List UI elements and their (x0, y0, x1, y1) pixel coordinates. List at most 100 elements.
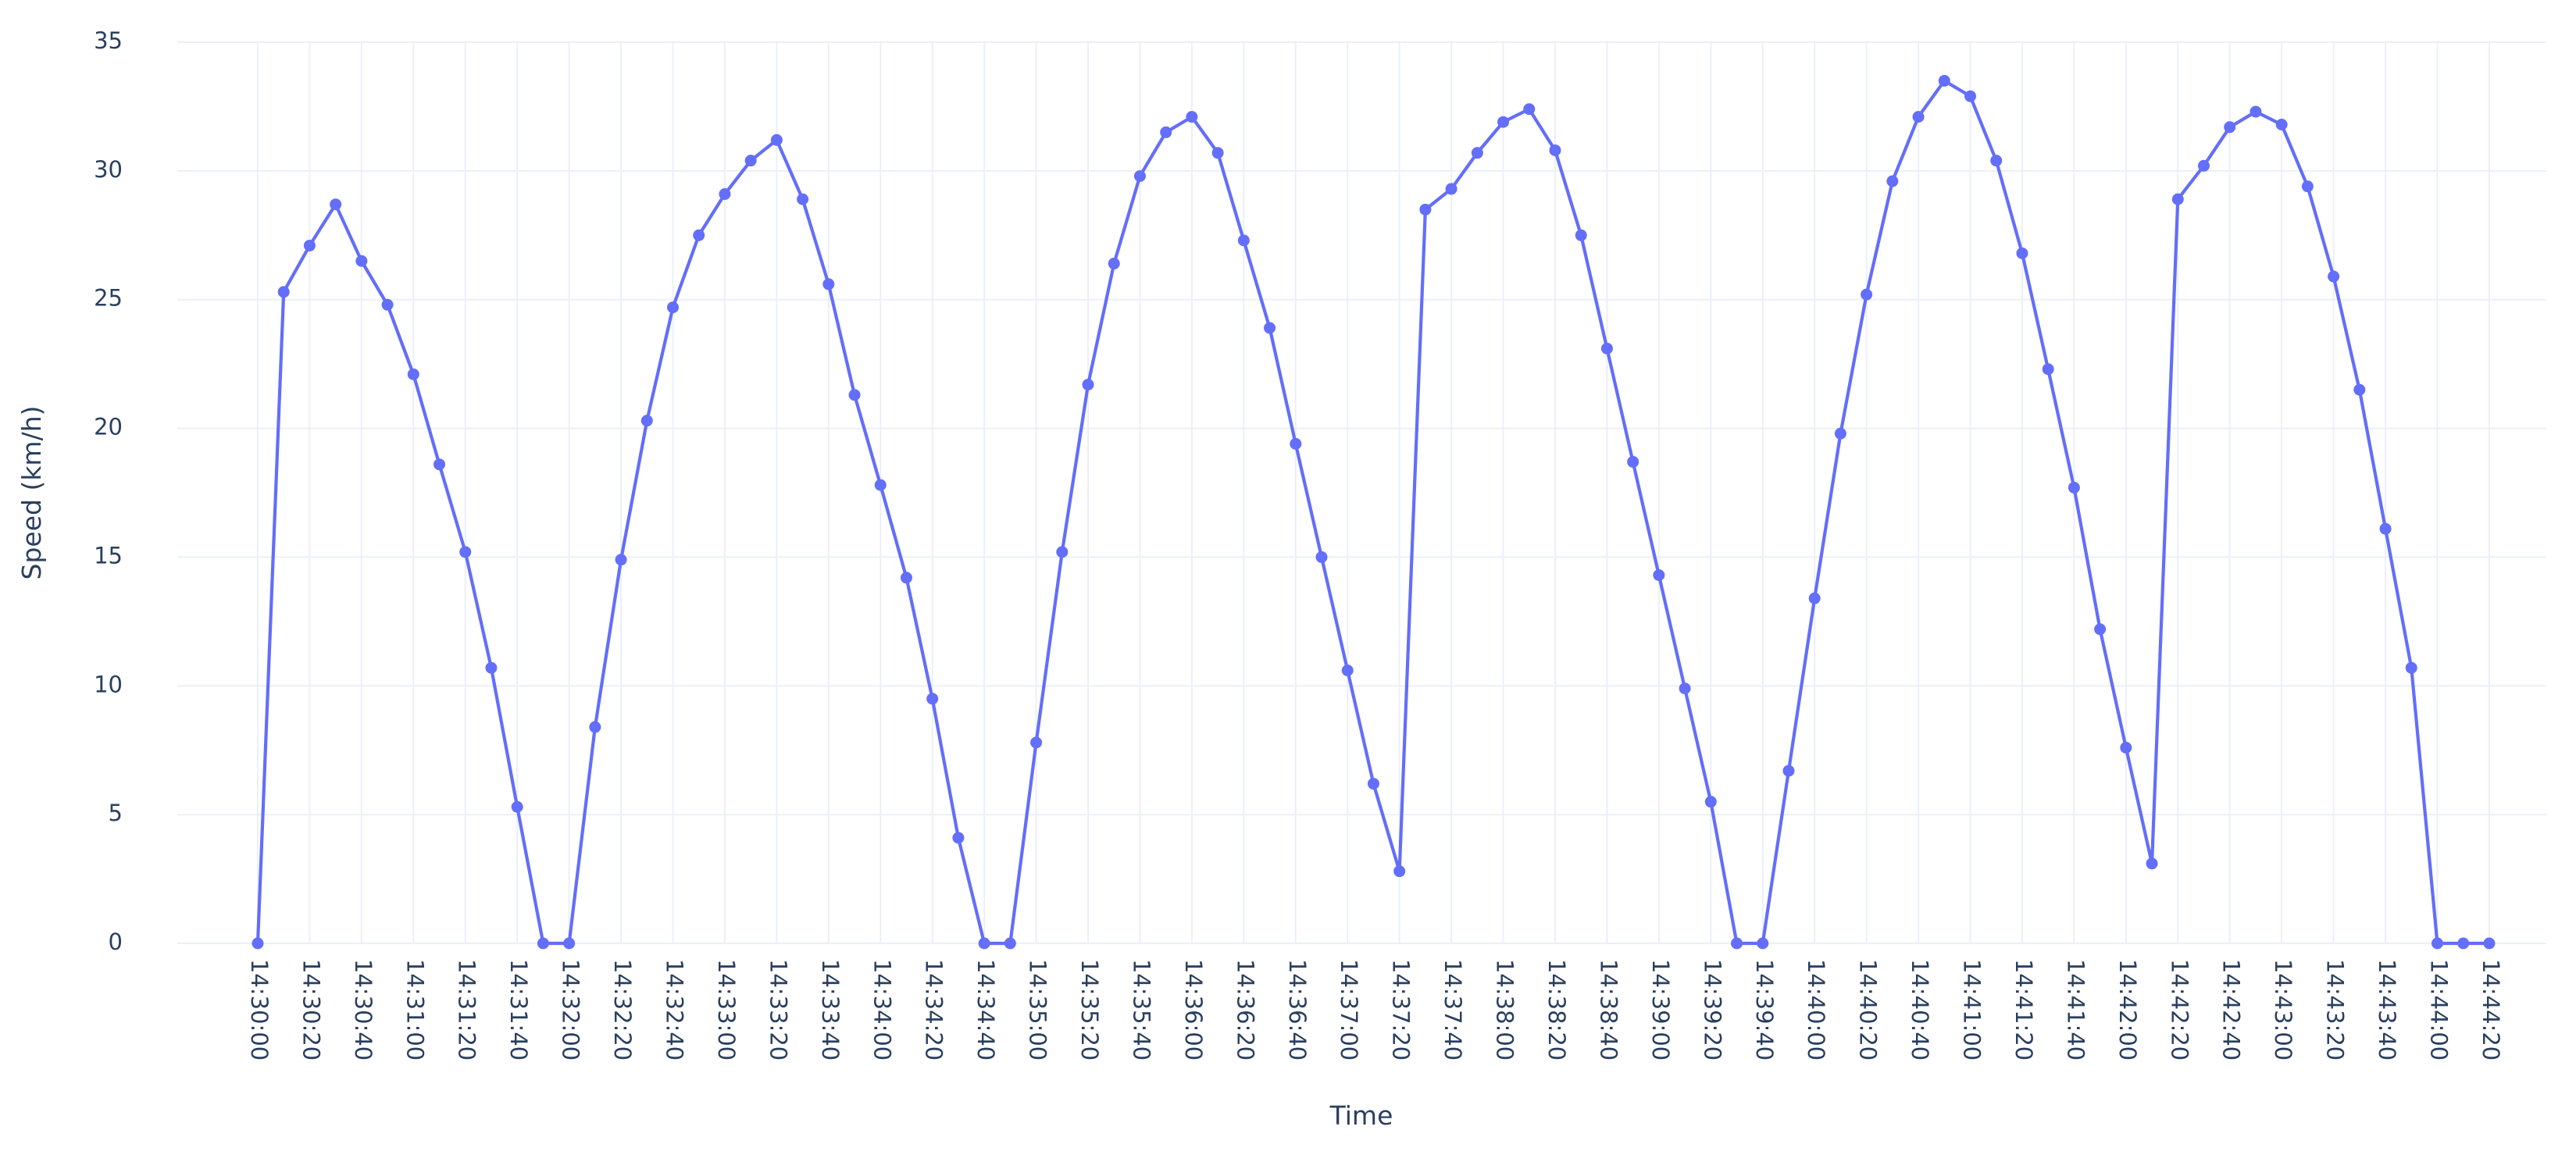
data-point (303, 239, 316, 251)
data-point (744, 155, 757, 167)
data-point (1471, 147, 1483, 159)
data-point (2483, 937, 2496, 950)
x-tick-label: 14:40:20 (1855, 959, 1882, 1060)
x-tick-label: 14:41:20 (2010, 959, 2037, 1060)
data-point (2197, 159, 2210, 172)
data-point (1600, 342, 1613, 355)
data-point (1367, 778, 1379, 790)
x-tick-label: 14:36:40 (1284, 959, 1311, 1060)
data-point (2379, 522, 2392, 535)
data-point (1912, 111, 1925, 123)
data-point (511, 800, 523, 813)
data-point (1186, 111, 1198, 123)
data-point (1341, 665, 1354, 677)
data-point (1004, 937, 1016, 950)
x-tick-label: 14:43:00 (2270, 959, 2296, 1060)
data-point (667, 301, 680, 314)
x-tick-label: 14:35:20 (1076, 959, 1103, 1060)
data-point (822, 278, 835, 290)
y-tick-label: 10 (94, 671, 123, 697)
data-point (1030, 736, 1043, 749)
x-tick-label: 14:35:00 (1025, 959, 1051, 1060)
y-tick-label: 30 (94, 156, 123, 183)
data-point (252, 937, 264, 950)
data-point (330, 198, 342, 211)
y-axis-title: Speed (km/h) (16, 406, 47, 580)
x-tick-label: 14:31:00 (401, 959, 428, 1060)
data-point (1679, 683, 1691, 695)
x-tick-label: 14:42:00 (2114, 959, 2141, 1060)
x-tick-label: 14:38:40 (1595, 959, 1622, 1060)
data-point (2068, 481, 2080, 494)
data-point (1056, 546, 1069, 558)
data-point (381, 298, 394, 311)
data-point (2146, 857, 2158, 870)
data-point (1082, 379, 1094, 391)
data-point (485, 661, 498, 674)
data-point (926, 693, 939, 705)
data-point (1653, 569, 1665, 582)
x-tick-label: 14:34:20 (921, 959, 947, 1060)
data-point (407, 368, 419, 380)
x-tick-label: 14:37:00 (1336, 959, 1362, 1060)
data-point (1990, 155, 2003, 167)
data-point (1160, 126, 1172, 138)
grid (177, 41, 2546, 944)
data-point (1808, 592, 1821, 604)
x-tick-label: 14:33:40 (817, 959, 844, 1060)
x-tick-label: 14:36:20 (1232, 959, 1258, 1060)
y-tick-label: 25 (94, 285, 123, 312)
x-tick-label: 14:43:40 (2374, 959, 2400, 1060)
x-tick-label: 14:44:20 (2478, 959, 2504, 1060)
data-point (1575, 229, 1587, 241)
x-tick-label: 14:30:20 (298, 959, 324, 1060)
x-tick-label: 14:39:40 (1751, 959, 1778, 1060)
data-point (1264, 322, 1276, 334)
data-point (2405, 661, 2417, 674)
data-point (459, 546, 472, 558)
x-tick-label: 14:39:20 (1699, 959, 1725, 1060)
data-point (1497, 116, 1510, 128)
x-tick-label: 14:40:40 (1907, 959, 1933, 1060)
data-point (355, 255, 368, 267)
data-point (1861, 288, 1873, 301)
data-point (589, 721, 601, 733)
data-point (1782, 765, 1795, 777)
x-axis-title: Time (1329, 1100, 1393, 1131)
x-tick-label: 14:34:00 (869, 959, 895, 1060)
data-point (900, 572, 912, 584)
data-point (2094, 623, 2107, 636)
data-point (1237, 234, 1250, 247)
data-point (2042, 363, 2054, 376)
data-point (770, 134, 783, 146)
x-tick-label: 14:41:00 (1959, 959, 1986, 1060)
x-tick-label: 14:35:40 (1128, 959, 1154, 1060)
data-point (2250, 105, 2262, 118)
data-point (874, 479, 887, 491)
x-tick-label: 14:38:20 (1543, 959, 1570, 1060)
data-point (2224, 121, 2236, 134)
data-point (1704, 796, 1717, 808)
x-tick-label: 14:42:20 (2166, 959, 2192, 1060)
x-tick-label: 14:31:40 (505, 959, 532, 1060)
y-tick-label: 35 (94, 27, 123, 54)
y-tick-label: 5 (109, 800, 123, 826)
data-point (2457, 937, 2470, 950)
data-point (1964, 90, 1977, 102)
x-tick-label: 14:36:00 (1180, 959, 1207, 1060)
x-tick-label: 14:32:00 (558, 959, 584, 1060)
data-point (1757, 937, 1769, 950)
y-tick-label: 15 (94, 542, 123, 569)
y-tick-label: 20 (94, 414, 123, 440)
x-tick-label: 14:31:20 (454, 959, 480, 1060)
data-point (2431, 937, 2443, 950)
data-point (848, 389, 861, 401)
data-point (719, 188, 731, 201)
data-point (563, 937, 576, 950)
x-tick-label: 14:30:00 (246, 959, 273, 1060)
data-point (2328, 270, 2340, 283)
x-tick-label: 14:37:40 (1440, 959, 1466, 1060)
data-point (640, 415, 653, 427)
x-tick-label: 14:40:00 (1803, 959, 1829, 1060)
x-tick-label: 14:39:00 (1647, 959, 1674, 1060)
